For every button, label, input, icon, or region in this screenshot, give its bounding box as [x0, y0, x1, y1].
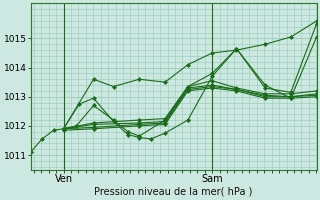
X-axis label: Pression niveau de la mer( hPa ): Pression niveau de la mer( hPa ) — [94, 187, 253, 197]
